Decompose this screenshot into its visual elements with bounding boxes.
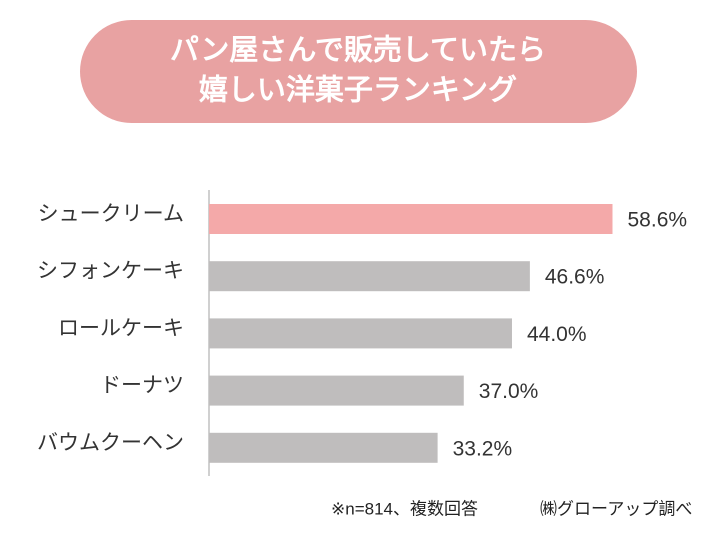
value-label: 33.2%	[453, 437, 513, 460]
chart-title: パン屋さんで販売していたら	[170, 34, 546, 67]
bar	[209, 432, 438, 463]
bar	[209, 375, 464, 406]
category-label: バウムクーヘン	[37, 431, 184, 454]
category-label: ロールケーキ	[58, 317, 184, 340]
footnote: ※n=814、複数回答	[331, 499, 478, 518]
value-label: 37.0%	[479, 380, 539, 403]
source-note: ㈱グローアップ調べ	[540, 499, 692, 518]
value-label: 46.6%	[545, 266, 605, 289]
category-label: シフォンケーキ	[37, 260, 184, 283]
bar	[209, 204, 613, 234]
category-label: シュークリーム	[38, 203, 184, 226]
value-label: 44.0%	[527, 323, 587, 346]
bar	[209, 261, 530, 292]
bar	[209, 318, 512, 349]
chart-title: 嬉しい洋菓子ランキング	[199, 73, 517, 107]
category-label: ドーナツ	[100, 374, 184, 397]
value-label: 58.6%	[628, 209, 688, 232]
title-background	[80, 20, 637, 123]
